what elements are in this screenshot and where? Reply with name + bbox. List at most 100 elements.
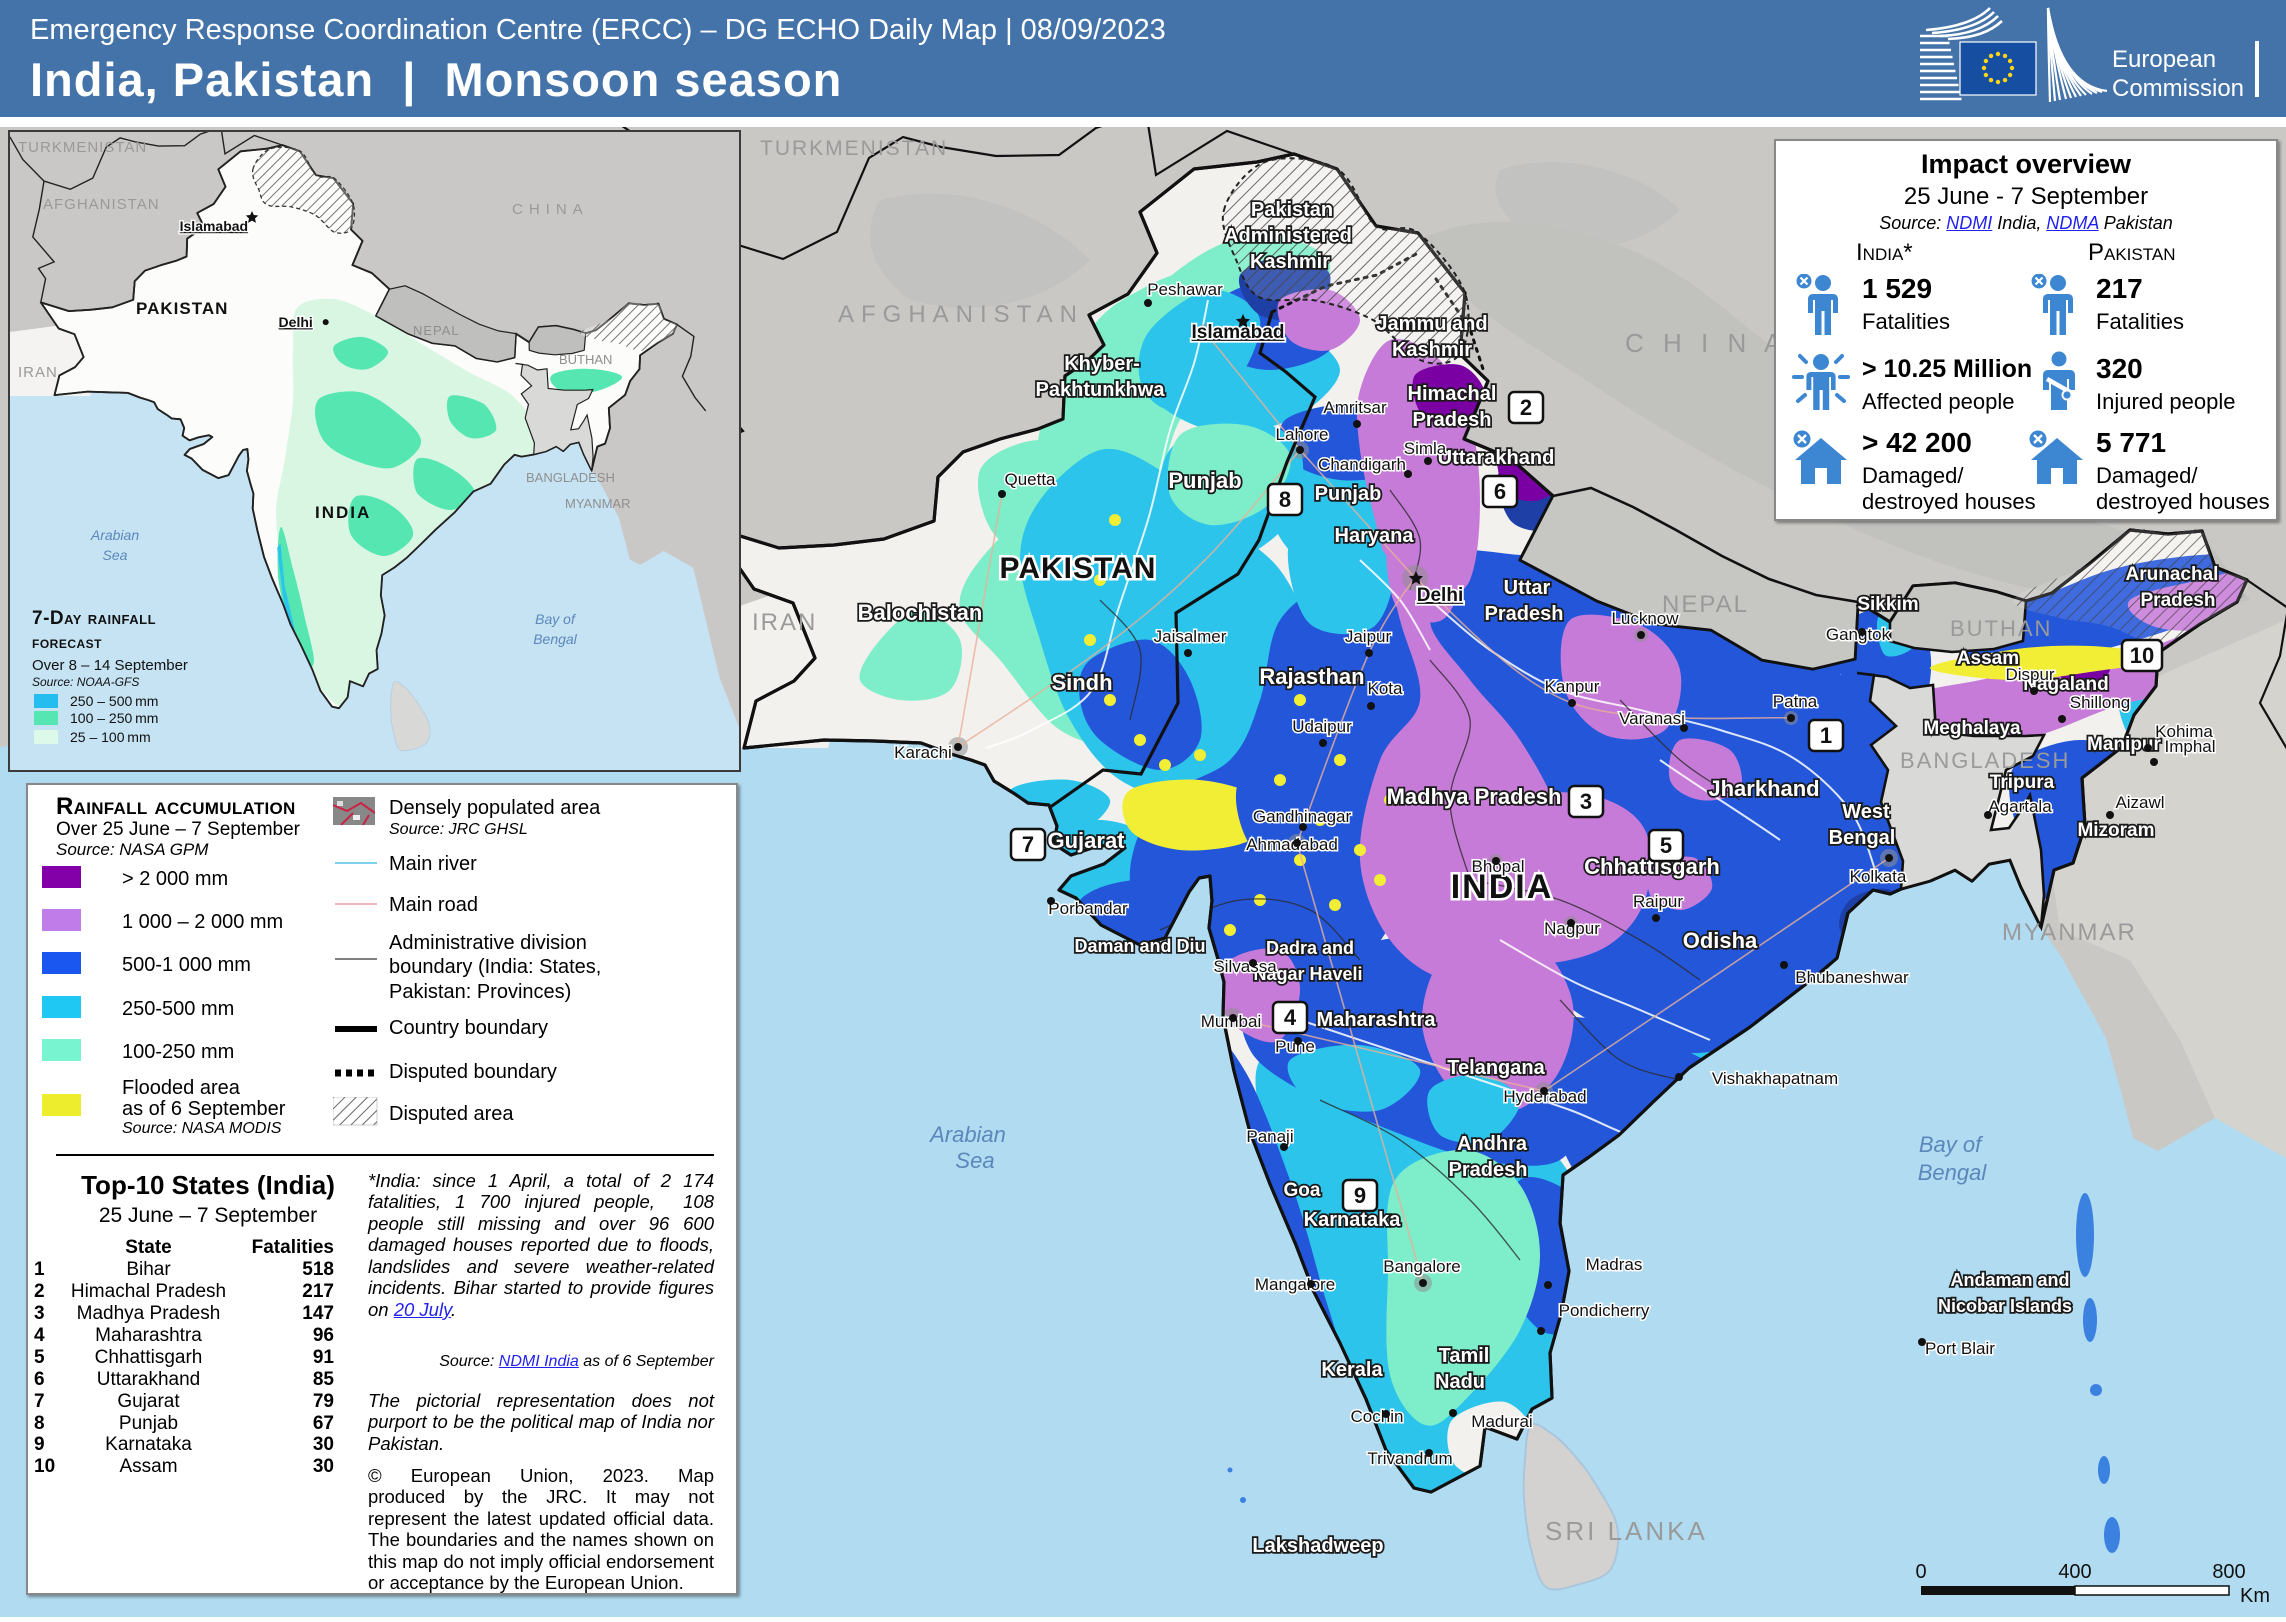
svg-text:Pradesh: Pradesh [2141, 590, 2216, 611]
svg-text:8: 8 [1279, 487, 1291, 512]
svg-text:MYANMAR: MYANMAR [2002, 919, 2137, 946]
svg-text:Sindh: Sindh [1051, 670, 1112, 695]
svg-text:Arabian: Arabian [928, 1122, 1006, 1147]
svg-text:West: West [1842, 801, 1890, 823]
svg-text:NEPAL: NEPAL [1662, 591, 1749, 618]
svg-text:Assam: Assam [1957, 648, 2019, 669]
svg-text:Sea: Sea [955, 1148, 994, 1173]
svg-text:4: 4 [1284, 1005, 1297, 1030]
svg-text:Haryana: Haryana [1335, 525, 1415, 547]
svg-text:Balochistan: Balochistan [858, 600, 983, 625]
svg-text:2: 2 [1520, 395, 1532, 420]
svg-text:Kohima: Kohima [2155, 722, 2213, 741]
svg-text:Pradesh: Pradesh [1485, 603, 1564, 625]
svg-text:Mumbai: Mumbai [1201, 1012, 1261, 1031]
svg-text:BUTHAN: BUTHAN [1950, 616, 2052, 641]
svg-text:Amritsar: Amritsar [1323, 398, 1387, 417]
svg-text:Bengal: Bengal [1918, 1160, 1988, 1185]
svg-text:Himachal: Himachal [1408, 383, 1497, 405]
svg-text:BANGLADESH: BANGLADESH [526, 470, 615, 485]
svg-text:Daman and Diu: Daman and Diu [1074, 936, 1205, 956]
svg-text:Trivandrum: Trivandrum [1367, 1449, 1452, 1468]
svg-text:C H I N A: C H I N A [1625, 328, 1787, 358]
svg-text:Dispur: Dispur [2005, 665, 2054, 684]
svg-text:Chandigarh: Chandigarh [1318, 455, 1406, 474]
svg-text:Jaipur: Jaipur [1345, 627, 1392, 646]
svg-text:Karnataka: Karnataka [1304, 1209, 1402, 1231]
svg-text:TURKMENISTAN: TURKMENISTAN [18, 139, 147, 156]
svg-text:Udaipur: Udaipur [1292, 717, 1352, 736]
svg-text:Bengal: Bengal [533, 631, 577, 647]
svg-text:Madurai: Madurai [1471, 1412, 1532, 1431]
svg-text:Pradesh: Pradesh [1413, 409, 1492, 431]
svg-text:400: 400 [2058, 1561, 2091, 1583]
svg-text:Gangtok: Gangtok [1826, 625, 1891, 644]
svg-text:Silvassa: Silvassa [1213, 957, 1277, 976]
svg-text:7: 7 [1022, 832, 1034, 857]
svg-text:Kerala: Kerala [1321, 1359, 1383, 1381]
svg-text:IRAN: IRAN [752, 609, 817, 636]
svg-text:Sikkim: Sikkim [1857, 594, 1918, 615]
svg-text:Jharkhand: Jharkhand [1708, 776, 1819, 801]
svg-text:Aizawl: Aizawl [2115, 793, 2164, 812]
svg-text:Bhubaneshwar: Bhubaneshwar [1795, 968, 1909, 987]
svg-text:7-Day rainfall: 7-Day rainfall [32, 608, 156, 629]
svg-text:Karachi: Karachi [894, 743, 952, 762]
svg-text:AFGHANISTAN: AFGHANISTAN [838, 301, 1084, 328]
svg-text:Punjab: Punjab [1315, 483, 1382, 505]
svg-text:Uttar: Uttar [1504, 577, 1551, 599]
svg-text:Lucknow: Lucknow [1611, 609, 1679, 628]
svg-text:NEPAL: NEPAL [413, 323, 460, 338]
svg-text:800: 800 [2212, 1561, 2245, 1583]
svg-text:Kolkata: Kolkata [1850, 867, 1907, 886]
svg-text:6: 6 [1494, 479, 1506, 504]
svg-text:TURKMENISTAN: TURKMENISTAN [760, 137, 948, 160]
svg-text:Lakshadweep: Lakshadweep [1252, 1535, 1383, 1557]
svg-text:100 – 250 mm: 100 – 250 mm [70, 710, 158, 726]
svg-text:PAKISTAN: PAKISTAN [136, 299, 228, 318]
svg-text:5: 5 [1660, 833, 1672, 858]
svg-text:Cochin: Cochin [1351, 1407, 1404, 1426]
svg-text:AFGHANISTAN: AFGHANISTAN [43, 196, 160, 213]
svg-text:Arabian: Arabian [90, 527, 139, 543]
svg-text:Mangalore: Mangalore [1255, 1275, 1335, 1294]
svg-text:Bengal: Bengal [1829, 827, 1896, 849]
svg-text:Delhi: Delhi [279, 314, 313, 330]
svg-text:0: 0 [1915, 1561, 1926, 1583]
svg-text:Uttarakhand: Uttarakhand [1438, 447, 1555, 469]
svg-text:Quetta: Quetta [1004, 470, 1056, 489]
svg-text:Agartala: Agartala [1988, 797, 2052, 816]
svg-text:Varanasi: Varanasi [1619, 709, 1685, 728]
svg-text:Madras: Madras [1586, 1255, 1643, 1274]
svg-text:Islamabad: Islamabad [180, 218, 248, 234]
svg-text:Pradesh: Pradesh [1449, 1159, 1528, 1181]
svg-text:Bangalore: Bangalore [1383, 1257, 1461, 1276]
svg-text:Tamil: Tamil [1439, 1345, 1490, 1367]
svg-text:Nicobar Islands: Nicobar Islands [1938, 1296, 2072, 1316]
svg-text:Islamabad: Islamabad [1192, 322, 1285, 343]
svg-text:Km: Km [2240, 1585, 2270, 1607]
svg-text:Maharashtra: Maharashtra [1317, 1009, 1437, 1031]
svg-text:Delhi: Delhi [1417, 585, 1463, 606]
svg-text:BANGLADESH: BANGLADESH [1900, 748, 2070, 773]
svg-text:Kota: Kota [1368, 679, 1404, 698]
svg-text:INDIA: INDIA [1451, 868, 1554, 906]
svg-text:Goa: Goa [1284, 1180, 1321, 1201]
svg-text:Dadra and: Dadra and [1266, 938, 1354, 958]
svg-text:Arunachal: Arunachal [2126, 564, 2219, 585]
svg-text:Jaisalmer: Jaisalmer [1154, 627, 1227, 646]
svg-text:Gandhinagar: Gandhinagar [1253, 807, 1352, 826]
svg-text:PAKISTAN: PAKISTAN [1000, 552, 1157, 585]
svg-text:Madhya Pradesh: Madhya Pradesh [1387, 784, 1562, 809]
svg-text:Vishakhapatnam: Vishakhapatnam [1712, 1069, 1838, 1088]
svg-text:Punjab: Punjab [1168, 468, 1241, 493]
svg-text:Raipur: Raipur [1633, 892, 1683, 911]
svg-text:IRAN: IRAN [18, 364, 58, 381]
svg-text:Nagpur: Nagpur [1544, 919, 1600, 938]
svg-text:Commission: Commission [2112, 75, 2244, 102]
svg-text:Andaman and: Andaman and [1950, 1270, 2069, 1290]
svg-text:Bay of: Bay of [1919, 1132, 1984, 1157]
svg-text:Mizoram: Mizoram [2077, 820, 2154, 841]
svg-text:Sea: Sea [103, 547, 128, 563]
svg-text:Over 8 – 14 September: Over 8 – 14 September [32, 657, 188, 674]
